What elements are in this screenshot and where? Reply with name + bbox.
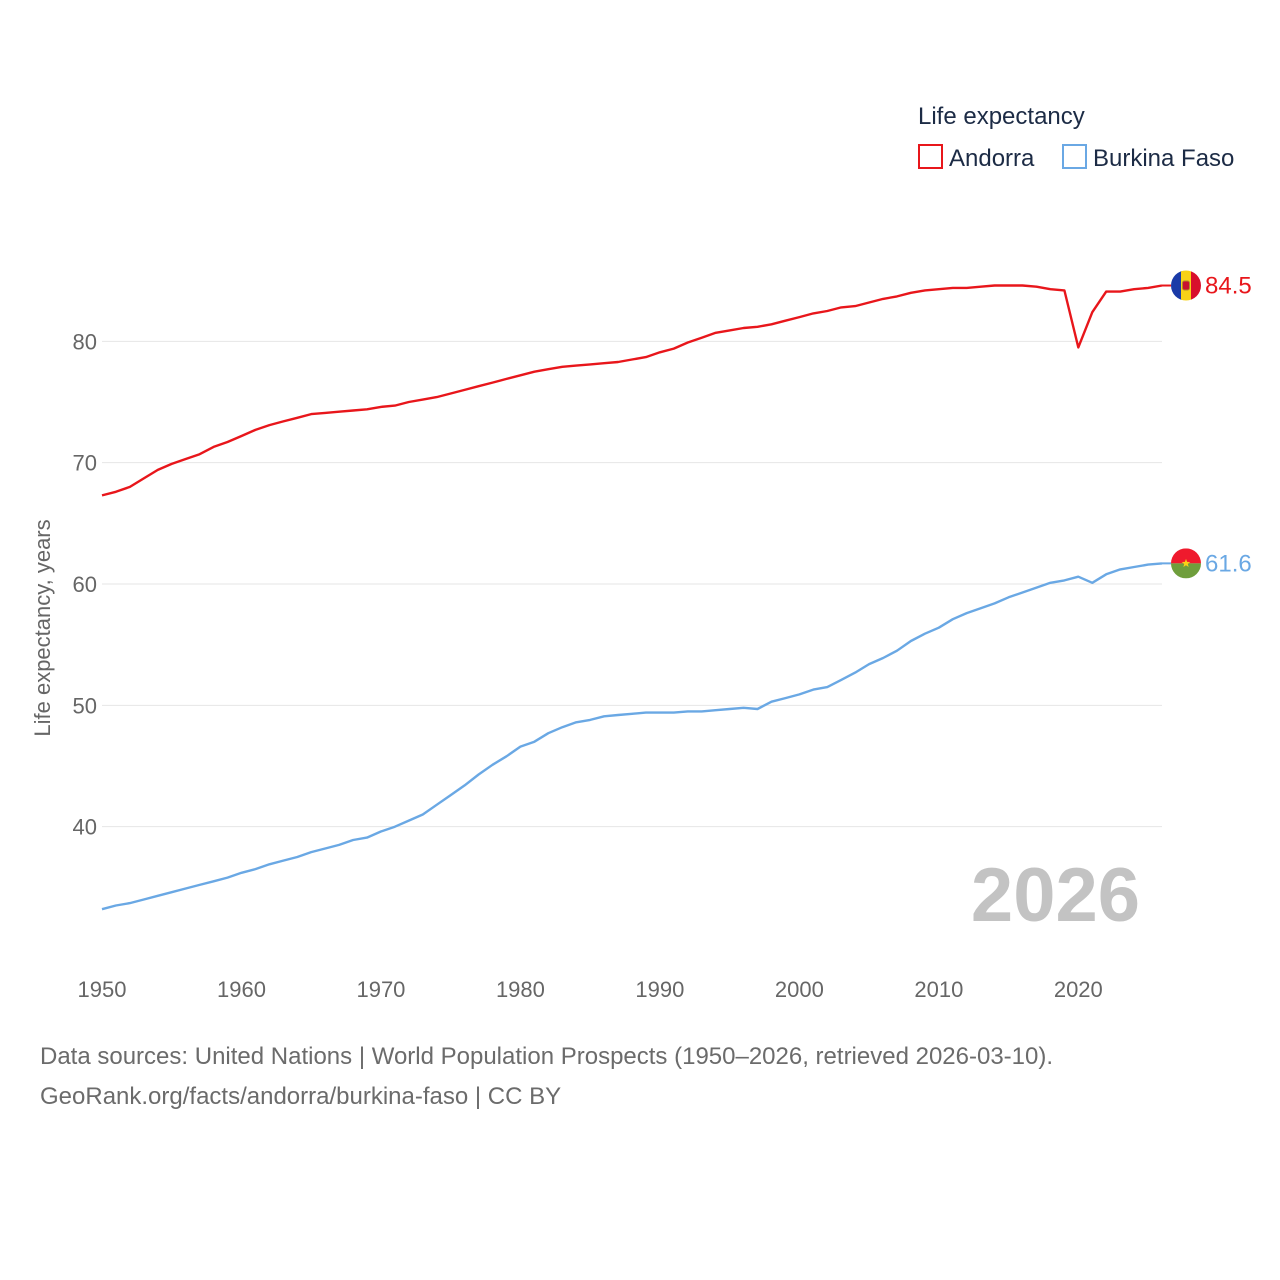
x-tick-label-1990: 1990 xyxy=(635,977,684,1002)
andorra-flag-icon xyxy=(1171,270,1201,301)
x-tick-label-1950: 1950 xyxy=(78,977,127,1002)
legend-swatch-burkina-faso xyxy=(1062,144,1087,169)
legend-label-burkina-faso: Burkina Faso xyxy=(1093,145,1234,172)
footer-attribution[interactable]: GeoRank.org/facts/andorra/burkina-faso |… xyxy=(40,1083,562,1110)
series-line-burkina-faso xyxy=(101,562,1163,911)
x-tick-label-2010: 2010 xyxy=(914,977,963,1002)
x-tick-label-2000: 2000 xyxy=(775,977,824,1002)
x-tick-label-1980: 1980 xyxy=(496,977,545,1002)
burkina-faso-flag-icon xyxy=(1171,548,1201,579)
y-tick-label-70: 70 xyxy=(73,451,97,476)
legend-label-andorra: Andorra xyxy=(949,145,1035,172)
y-tick-label-60: 60 xyxy=(73,572,97,597)
y-tick-label-80: 80 xyxy=(73,329,97,354)
x-tick-label-1960: 1960 xyxy=(217,977,266,1002)
series-line-andorra xyxy=(101,284,1163,497)
x-tick-label-1970: 1970 xyxy=(356,977,405,1002)
end-value-label-burkina-faso: 61.6 xyxy=(1205,550,1252,577)
y-tick-label-50: 50 xyxy=(73,693,97,718)
year-watermark: 2026 xyxy=(971,853,1140,938)
footer-sources: Data sources: United Nations | World Pop… xyxy=(40,1043,1054,1070)
end-value-label-andorra: 84.5 xyxy=(1205,273,1252,300)
legend-swatch-andorra xyxy=(918,144,943,169)
life-expectancy-chart: 40 50 60 70 80 1950 1960 1970 1980 1990 2000 2010 20… xyxy=(30,103,1252,1002)
y-tick-label-40: 40 xyxy=(73,815,97,840)
y-axis-title: Life expectancy, years xyxy=(30,519,55,736)
legend-title: Life expectancy xyxy=(918,103,1085,130)
x-tick-label-2020: 2020 xyxy=(1054,977,1103,1002)
